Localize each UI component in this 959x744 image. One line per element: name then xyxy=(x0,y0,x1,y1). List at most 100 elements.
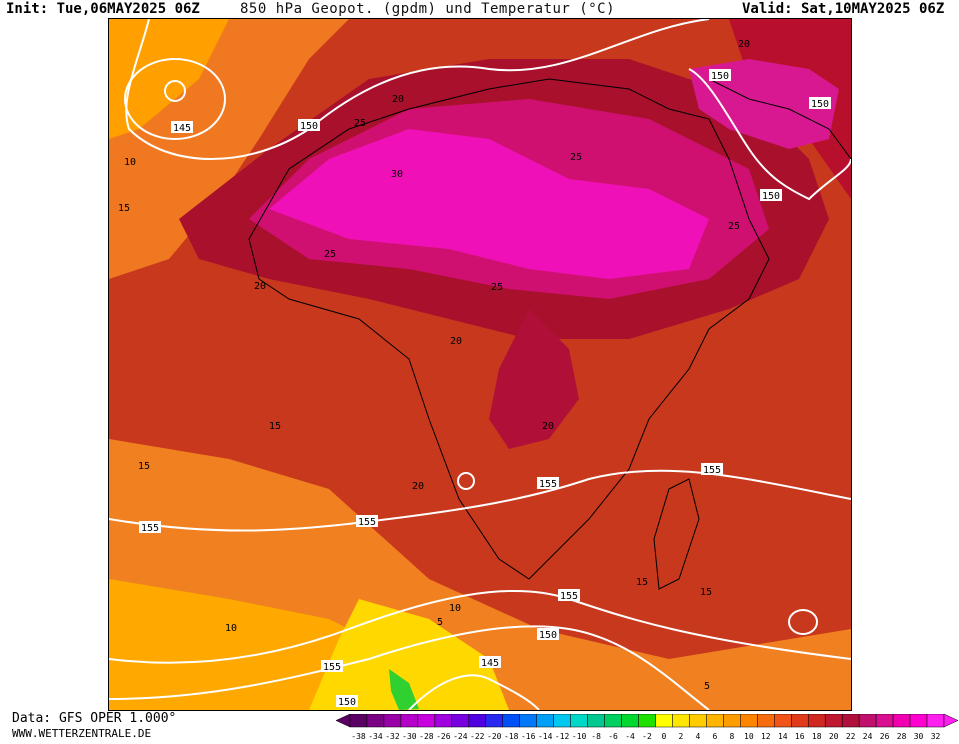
legend-swatch xyxy=(570,713,588,728)
legend-tick-label: 24 xyxy=(863,732,873,740)
legend-swatch xyxy=(349,713,368,728)
temp-band-arabia-hot xyxy=(689,59,839,149)
legend-tick-label: -24 xyxy=(453,732,468,740)
legend-swatch xyxy=(536,713,554,728)
legend-swatch xyxy=(892,713,911,728)
valid-time-label: Valid: Sat,10MAY2025 06Z xyxy=(742,1,945,17)
legend-swatch xyxy=(366,713,385,728)
geopot-label: 155 xyxy=(560,591,578,602)
temp-band-central-africa xyxy=(489,309,579,449)
geopot-contour-low-inner xyxy=(164,80,186,102)
legend-tick-label: 32 xyxy=(931,732,941,740)
chart-title: 850 hPa Geopot. (gpdm) und Temperatur (°… xyxy=(240,1,616,17)
legend-arrow-right xyxy=(943,713,959,728)
website-label: WWW.WETTERZENTRALE.DE xyxy=(12,727,152,740)
legend-tick-label: 22 xyxy=(846,732,856,740)
geopot-label-box xyxy=(171,121,193,133)
legend-tick-label: -32 xyxy=(385,732,400,740)
geopot-label: 155 xyxy=(703,465,721,476)
legend-tick-label: -10 xyxy=(572,732,587,740)
geopot-contour-small-east xyxy=(788,609,818,635)
temp-label: 25 xyxy=(491,282,503,293)
legend-swatch xyxy=(502,713,520,728)
temp-label: 20 xyxy=(392,94,404,105)
geopot-label: 155 xyxy=(141,523,159,534)
geopot-label: 150 xyxy=(539,630,557,641)
legend-swatch xyxy=(468,713,487,728)
geopot-label-box xyxy=(537,628,559,640)
temp-label: 25 xyxy=(570,152,582,163)
temp-label: 15 xyxy=(138,461,150,472)
map-canvas: 145 150 150 150 150 155 155 155 155 155 … xyxy=(109,19,851,710)
legend-tick-label: 26 xyxy=(880,732,890,740)
legend-tick-label: 10 xyxy=(744,732,754,740)
geopot-label-box xyxy=(709,69,731,81)
legend-tick-label: 18 xyxy=(812,732,822,740)
legend-swatch xyxy=(672,713,690,728)
temp-band-south-yellow xyxy=(309,599,509,710)
geopot-label: 150 xyxy=(711,71,729,82)
legend-tick-label: -18 xyxy=(504,732,519,740)
temp-label: 20 xyxy=(450,336,462,347)
temp-label: 20 xyxy=(254,281,266,292)
geopot-label: 155 xyxy=(358,517,376,528)
legend-swatch xyxy=(774,713,792,728)
temp-label: 5 xyxy=(704,681,710,692)
temp-label: 5 xyxy=(437,617,443,628)
geopot-label: 145 xyxy=(481,658,499,669)
africa-coastline xyxy=(248,78,770,580)
geopot-label-box xyxy=(760,189,782,201)
legend-swatch xyxy=(655,713,673,728)
legend-tick-label: 2 xyxy=(679,732,684,740)
color-legend-canvas: -38 -34 -32 -30 -28 -26 -24 -22 -20 -18 -16 -14 -12-… xyxy=(335,713,959,741)
temp-band-sahara-hot xyxy=(269,129,709,279)
legend-tick-label: -22 xyxy=(470,732,485,740)
legend-swatch xyxy=(807,713,826,728)
geopot-label-box xyxy=(298,119,320,131)
legend-swatch xyxy=(858,713,877,728)
geopot-label-box xyxy=(537,477,559,489)
legend-tick-label: 30 xyxy=(914,732,924,740)
geopot-label: 150 xyxy=(300,121,318,132)
legend-tick-label: -8 xyxy=(591,732,601,740)
legend-swatch xyxy=(485,713,503,728)
geopot-label-box xyxy=(809,97,831,109)
legend-tick-label: -30 xyxy=(402,732,417,740)
temp-labels: 10 15 20 25 30 25 25 25 20 20 20 15 15 1… xyxy=(118,39,750,692)
legend-swatch xyxy=(791,713,809,728)
legend-swatch xyxy=(757,713,775,728)
geopot-label-box xyxy=(701,463,723,475)
legend-swatch xyxy=(909,713,928,728)
geopot-label-box xyxy=(321,660,343,672)
legend-swatch xyxy=(451,713,470,728)
geopot-contour-low xyxy=(124,58,226,140)
geopot-labels: 145 150 150 150 150 155 155 155 155 155 … xyxy=(139,69,831,708)
temp-label: 25 xyxy=(728,221,740,232)
temp-label: 10 xyxy=(225,623,237,634)
legend-tick-label: -6 xyxy=(608,732,618,740)
geopot-contour-145-south xyxy=(408,674,540,710)
legend-swatch xyxy=(875,713,894,728)
data-source-label: Data: GFS OPER 1.000° xyxy=(12,711,177,726)
geopot-contour-155-south xyxy=(109,590,851,664)
temp-label: 20 xyxy=(412,481,424,492)
temp-label: 25 xyxy=(324,249,336,260)
legend-swatch xyxy=(926,713,945,728)
legend-swatch xyxy=(689,713,707,728)
temp-band-green-spot xyxy=(389,669,419,710)
legend-tick-label: -26 xyxy=(436,732,451,740)
init-time-label: Init: Tue,06MAY2025 06Z xyxy=(6,1,200,17)
geopot-label-box xyxy=(336,695,358,707)
legend-tick-label: 20 xyxy=(829,732,839,740)
legend-tick-label: 6 xyxy=(712,732,717,740)
legend-swatch xyxy=(604,713,622,728)
geopot-label-box xyxy=(139,521,161,533)
color-legend: -38 -34 -32 -30 -28 -26 -24 -22 -20 -18 -16 -14 -12-… xyxy=(335,713,959,741)
geopot-label: 150 xyxy=(762,191,780,202)
temp-label: 15 xyxy=(269,421,281,432)
legend-tick-label: 14 xyxy=(778,732,788,740)
legend-tick-label: -2 xyxy=(642,732,652,740)
legend-tick-label: -4 xyxy=(625,732,635,740)
legend-swatch xyxy=(519,713,537,728)
temp-label: 15 xyxy=(118,203,130,214)
